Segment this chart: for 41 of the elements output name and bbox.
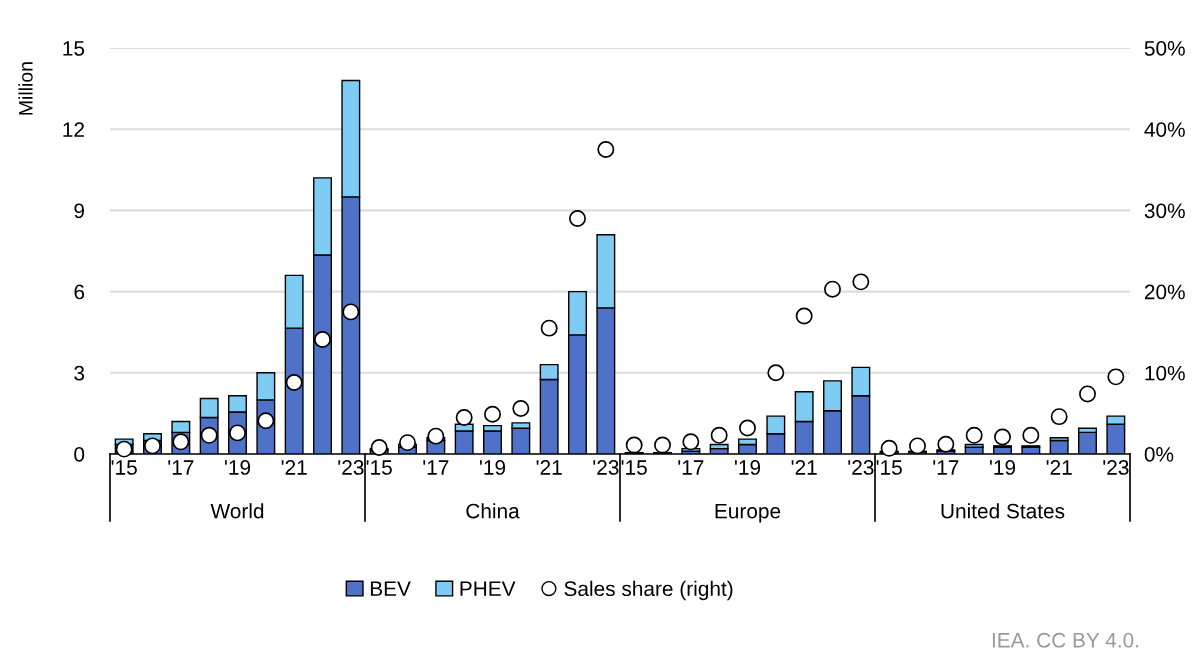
y-tick-label: 3 <box>74 365 85 381</box>
x-tick-label: '17 <box>423 460 449 475</box>
x-tick-label: '23 <box>593 460 619 475</box>
text: World <box>210 503 264 519</box>
legend-label: Sales share (right) <box>564 580 733 601</box>
x-tick-label: '17 <box>678 460 704 475</box>
y2-tick-label: 50% <box>1144 41 1185 56</box>
text: United States <box>941 503 1065 519</box>
legend-label: PHEV <box>460 581 516 596</box>
y-tick-label: 12 <box>63 122 84 137</box>
text: Europe <box>715 503 781 523</box>
x-tick-label: '21 <box>1046 460 1072 475</box>
y-axis-title: Million <box>18 62 33 115</box>
y-tick-label: 15 <box>63 41 85 56</box>
x-tick-label: '19 <box>989 460 1016 475</box>
y2-tick-label: 40% <box>1144 122 1185 137</box>
y2-tick-label: 30% <box>1144 203 1185 219</box>
x-tick-label: '19 <box>479 460 506 475</box>
x-tick-label: '19 <box>224 460 251 475</box>
text: IEA. CC BY 4.0. <box>992 632 1139 648</box>
x-tick-label: '23 <box>338 460 364 475</box>
x-tick-label: '15 <box>111 460 137 475</box>
x-tick-label: '23 <box>1103 460 1129 475</box>
x-tick-label: '15 <box>621 460 647 475</box>
y2-tick-label: 10% <box>1145 365 1185 381</box>
x-tick-label: '17 <box>933 460 959 475</box>
y2-tick-label: 20% <box>1144 284 1185 300</box>
text: China <box>466 503 520 519</box>
y2-tick-label: 0% <box>1144 447 1174 462</box>
x-tick-label: '15 <box>876 460 902 475</box>
x-tick-label: '21 <box>536 460 562 475</box>
y-tick-label: 6 <box>74 284 85 300</box>
x-tick-label: '19 <box>734 460 761 475</box>
y-tick-label: 0 <box>74 447 85 462</box>
x-tick-label: '23 <box>848 460 874 475</box>
x-tick-label: '17 <box>168 460 194 475</box>
x-tick-label: '15 <box>366 460 392 475</box>
y-tick-label: 9 <box>74 203 85 219</box>
x-tick-label: '21 <box>791 460 817 475</box>
x-tick-label: '21 <box>281 460 307 475</box>
legend-label: BEV <box>370 581 411 596</box>
